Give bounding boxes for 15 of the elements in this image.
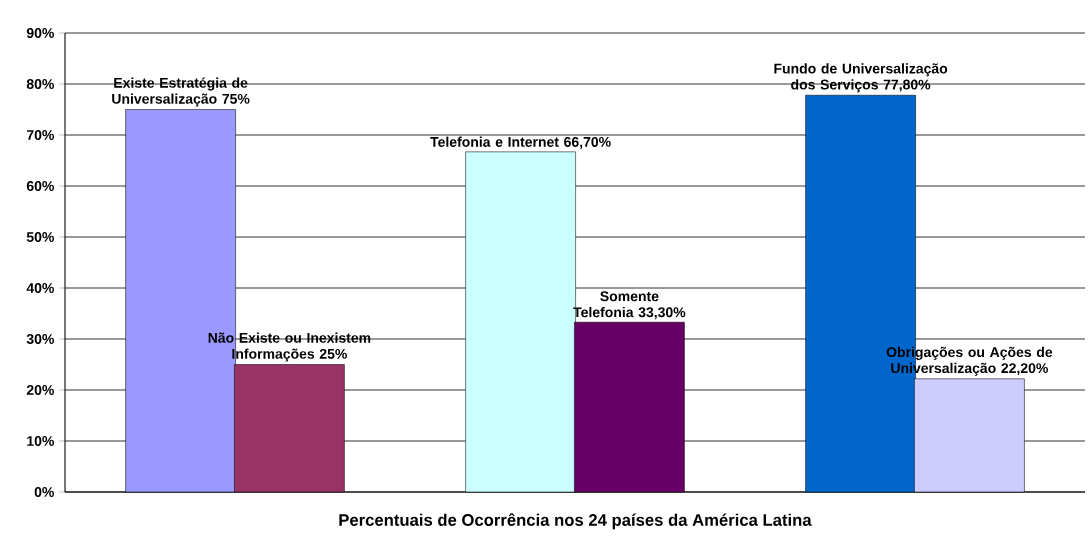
y-tick-label: 20% [26,385,54,395]
data-label: Existe Estratégia de Universalização 75% [112,77,250,107]
data-label: Fundo de Universalização dos Serviços 77,80% [774,63,948,93]
y-tick-label: 30% [26,334,54,344]
y-tick-label: 80% [26,79,54,89]
y-tick-label: 50% [26,232,54,242]
y-tick-label: 70% [26,130,54,140]
y-tick-label: 40% [26,283,54,293]
data-label: Telefonia e Internet 66,70% [430,136,611,149]
data-label: Somente Telefonia 33,30% [573,291,686,320]
x-axis-title: Percentuais de Ocorrência nos 24 países da América Latina [339,513,812,530]
y-tick-label: 10% [27,436,54,446]
y-tick-label: 90% [26,28,54,38]
y-tick-label: 60% [26,181,54,191]
y-tick-label: 0% [34,487,54,497]
